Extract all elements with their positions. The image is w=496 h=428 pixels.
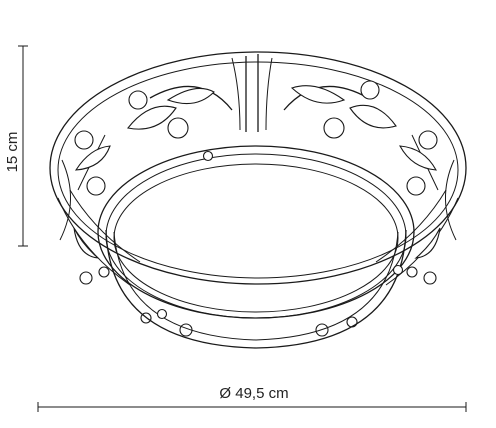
leaf-8 [414,227,441,259]
leaf-5 [290,85,346,104]
leaf-3 [74,145,111,171]
leaf-6 [399,145,437,171]
inner-ring [97,145,415,319]
diameter-label: Ø 49,5 cm [219,385,288,402]
clip-left [156,308,168,320]
diameter-dimension: Ø 49,5 cm [37,385,467,412]
lamp-illustration [49,51,467,349]
leaf-1 [127,105,177,130]
glass-bowl [105,229,407,349]
clip-top [202,150,214,162]
outer-rim [49,51,467,285]
height-dimension: 15 cm [4,45,28,247]
leaf-4 [349,104,397,129]
leaf-2 [166,87,215,105]
clip-right [392,264,404,276]
leaf-7 [73,227,100,259]
height-label: 15 cm [4,132,21,173]
